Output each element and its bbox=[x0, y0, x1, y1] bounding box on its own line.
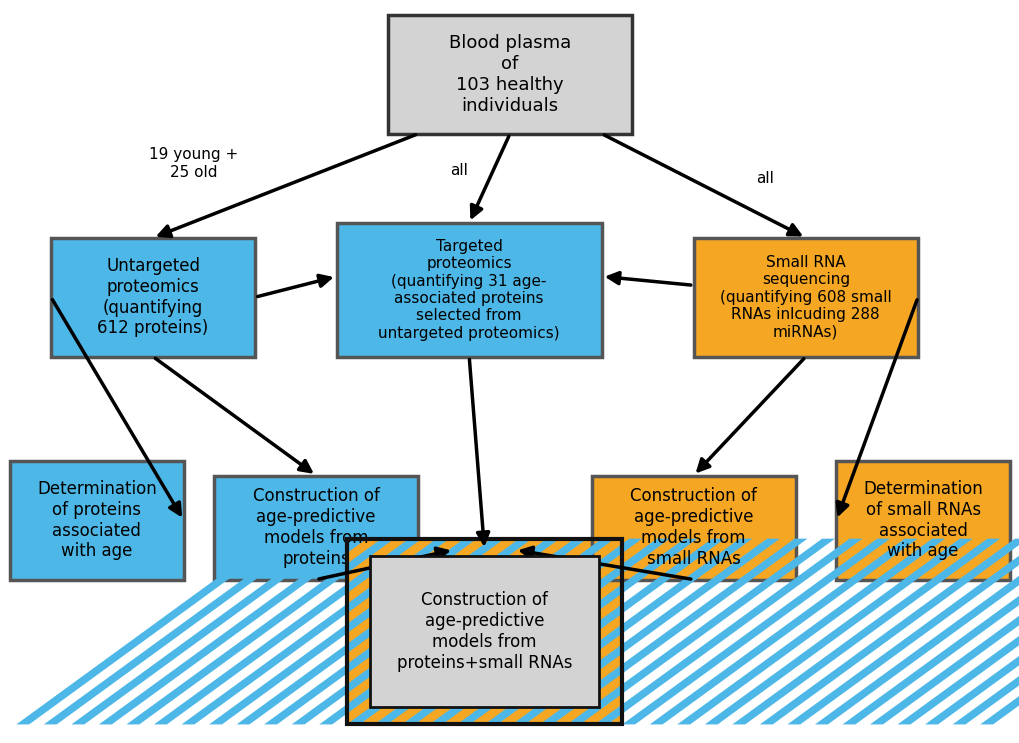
Text: Small RNA
sequencing
(quantifying 608 small
RNAs inlcuding 288
miRNAs): Small RNA sequencing (quantifying 608 sm… bbox=[719, 255, 891, 340]
FancyBboxPatch shape bbox=[214, 476, 418, 580]
FancyBboxPatch shape bbox=[693, 238, 917, 357]
Polygon shape bbox=[457, 539, 725, 724]
Polygon shape bbox=[429, 539, 697, 724]
Text: Construction of
age-predictive
models from
proteins: Construction of age-predictive models fr… bbox=[253, 487, 379, 568]
Polygon shape bbox=[594, 539, 862, 724]
Polygon shape bbox=[924, 539, 1019, 724]
Polygon shape bbox=[99, 539, 367, 724]
Polygon shape bbox=[16, 539, 284, 724]
Text: Determination
of proteins
associated
with age: Determination of proteins associated wit… bbox=[37, 480, 157, 560]
Polygon shape bbox=[649, 539, 917, 724]
Polygon shape bbox=[401, 539, 669, 724]
Polygon shape bbox=[236, 539, 504, 724]
Polygon shape bbox=[952, 539, 1019, 724]
FancyBboxPatch shape bbox=[336, 223, 601, 357]
Polygon shape bbox=[374, 539, 642, 724]
Text: Targeted
proteomics
(quantifying 31 age-
associated proteins
selected from
untar: Targeted proteomics (quantifying 31 age-… bbox=[378, 239, 559, 341]
Polygon shape bbox=[346, 539, 614, 724]
Polygon shape bbox=[677, 539, 945, 724]
Text: all: all bbox=[755, 171, 773, 186]
FancyBboxPatch shape bbox=[346, 539, 622, 724]
Polygon shape bbox=[622, 539, 890, 724]
FancyBboxPatch shape bbox=[591, 476, 795, 580]
Polygon shape bbox=[567, 539, 835, 724]
Polygon shape bbox=[181, 539, 449, 724]
Polygon shape bbox=[291, 539, 559, 724]
Polygon shape bbox=[319, 539, 587, 724]
Text: Determination
of small RNAs
associated
with age: Determination of small RNAs associated w… bbox=[862, 480, 982, 560]
Text: all: all bbox=[449, 163, 468, 178]
FancyBboxPatch shape bbox=[10, 461, 183, 580]
Polygon shape bbox=[704, 539, 972, 724]
FancyBboxPatch shape bbox=[836, 461, 1009, 580]
Polygon shape bbox=[814, 539, 1019, 724]
Polygon shape bbox=[732, 539, 1000, 724]
Polygon shape bbox=[154, 539, 422, 724]
FancyBboxPatch shape bbox=[370, 556, 598, 707]
Polygon shape bbox=[979, 539, 1019, 724]
Polygon shape bbox=[264, 539, 532, 724]
Polygon shape bbox=[539, 539, 807, 724]
Polygon shape bbox=[44, 539, 312, 724]
Text: Untargeted
proteomics
(quantifying
612 proteins): Untargeted proteomics (quantifying 612 p… bbox=[97, 257, 209, 337]
FancyBboxPatch shape bbox=[387, 15, 632, 134]
Polygon shape bbox=[869, 539, 1019, 724]
Text: 19 young +
25 old: 19 young + 25 old bbox=[149, 147, 238, 180]
Polygon shape bbox=[512, 539, 780, 724]
Polygon shape bbox=[759, 539, 1019, 724]
Polygon shape bbox=[842, 539, 1019, 724]
Polygon shape bbox=[71, 539, 339, 724]
Polygon shape bbox=[209, 539, 477, 724]
Polygon shape bbox=[787, 539, 1019, 724]
Polygon shape bbox=[126, 539, 394, 724]
FancyBboxPatch shape bbox=[51, 238, 255, 357]
Polygon shape bbox=[897, 539, 1019, 724]
Text: Construction of
age-predictive
models from
small RNAs: Construction of age-predictive models fr… bbox=[630, 487, 756, 568]
Text: Construction of
age-predictive
models from
proteins+small RNAs: Construction of age-predictive models fr… bbox=[396, 591, 572, 672]
Text: Blood plasma
of
103 healthy
individuals: Blood plasma of 103 healthy individuals bbox=[448, 34, 571, 114]
Polygon shape bbox=[484, 539, 752, 724]
